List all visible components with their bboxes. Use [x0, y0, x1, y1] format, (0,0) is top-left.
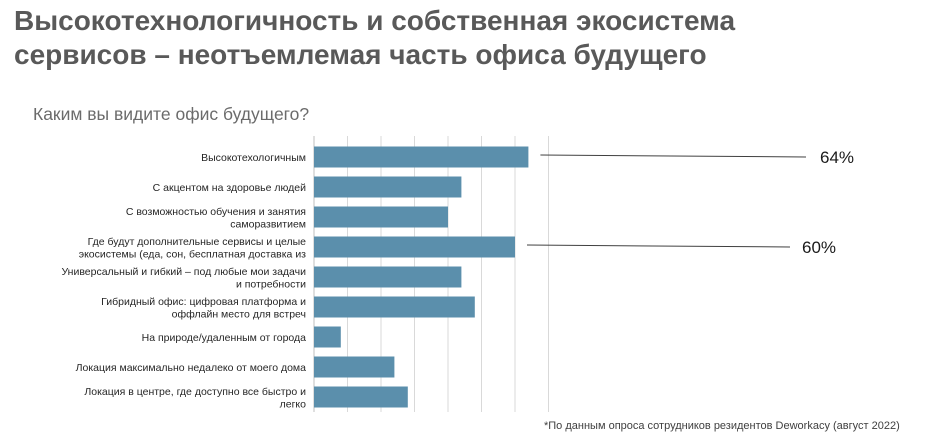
bar	[314, 236, 515, 258]
bar	[314, 176, 462, 198]
category-label: С акцентом на здоровье людей	[153, 182, 306, 194]
page-title-line-1: Высокотехнологичность и собственная экос…	[14, 5, 736, 36]
category-label: Высокотехологичным	[201, 152, 306, 164]
bar	[314, 326, 341, 348]
category-label: Универсальный и гибкий – под любые мои з…	[61, 266, 306, 278]
category-label: саморазвитием	[230, 218, 306, 230]
callout-line	[526, 244, 791, 248]
category-label: легко	[280, 398, 307, 410]
data-label: 64%	[820, 148, 854, 167]
data-label: 60%	[802, 238, 836, 257]
page-title: Высокотехнологичность и собственная экос…	[14, 4, 924, 72]
page-title-line-2: сервисов – неотъемлемая часть офиса буду…	[14, 39, 707, 70]
category-label: С возможностью обучения и занятия	[126, 206, 306, 218]
bar	[314, 206, 448, 228]
category-label: Локация максимально недалеко от моего до…	[76, 362, 307, 374]
bar	[314, 386, 408, 408]
category-label: Локация в центре, где доступно все быстр…	[84, 386, 306, 398]
category-label: экосистемы (еда, сон, бесплатная доставк…	[79, 248, 306, 260]
category-label: оффлайн место для встреч	[172, 308, 306, 320]
bar	[314, 356, 395, 378]
category-label: Где будут дополнительные сервисы и целые	[88, 236, 307, 248]
category-label: На природе/удаленным от города	[142, 332, 307, 344]
bar	[314, 266, 462, 288]
category-label: Гибридный офис: цифровая платформа и	[101, 296, 306, 308]
chart-subtitle: Каким вы видите офис будущего?	[33, 104, 310, 124]
bar	[314, 146, 529, 168]
callout-line	[540, 154, 807, 158]
category-label: и потребности	[236, 278, 306, 290]
footnote: *По данным опроса сотрудников резидентов…	[544, 420, 900, 432]
bar	[314, 296, 475, 318]
